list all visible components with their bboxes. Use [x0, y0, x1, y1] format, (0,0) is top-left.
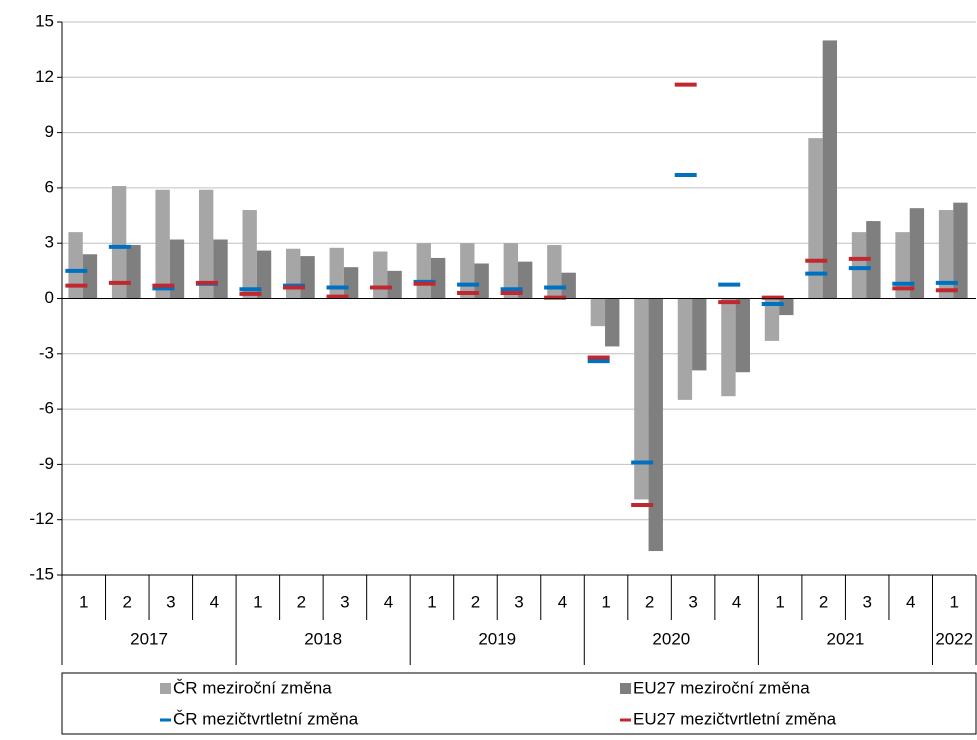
bar	[300, 256, 315, 299]
bar	[460, 243, 475, 299]
legend-swatch	[160, 683, 171, 694]
x-tick-label: 1	[950, 592, 959, 611]
x-tick-label: 3	[862, 592, 871, 611]
bar	[82, 254, 98, 299]
bar	[126, 245, 141, 299]
y-tick-label: 9	[45, 122, 54, 141]
x-tick-label: 1	[79, 592, 88, 611]
y-tick-label: -15	[29, 564, 54, 583]
bar	[198, 189, 214, 299]
bar	[561, 272, 576, 299]
x-tick-label: 1	[427, 592, 436, 611]
bar	[692, 298, 707, 371]
bar	[430, 257, 446, 299]
x-tick-label: 2	[123, 592, 132, 611]
bar	[909, 208, 925, 299]
bar	[256, 250, 272, 299]
year-label: 2018	[304, 629, 342, 648]
bar	[242, 210, 257, 299]
y-tick-label: 3	[45, 233, 54, 252]
x-tick-label: 4	[210, 592, 219, 611]
year-label: 2020	[652, 629, 690, 648]
y-tick-label: -12	[29, 509, 54, 528]
bar	[866, 221, 881, 299]
y-tick-label: -3	[39, 343, 54, 362]
bar	[213, 239, 228, 299]
x-tick-label: 1	[601, 592, 610, 611]
y-tick-label: 15	[35, 11, 54, 30]
bar	[416, 243, 431, 299]
bar	[634, 298, 649, 500]
bar	[68, 232, 83, 299]
x-tick-label: 2	[297, 592, 306, 611]
bar	[373, 251, 388, 299]
bar	[721, 298, 736, 397]
bar	[779, 298, 794, 316]
x-tick-label: 3	[340, 592, 349, 611]
bar	[343, 267, 359, 299]
bar	[111, 186, 127, 299]
bar	[286, 248, 301, 299]
legend-box	[61, 672, 977, 735]
bar	[764, 298, 780, 341]
year-label: 2022	[935, 629, 973, 648]
bar	[648, 298, 663, 552]
bar	[387, 270, 402, 299]
legend-label: EU27 mezičtvrtletní změna	[633, 709, 837, 728]
bar	[953, 202, 968, 299]
year-label: 2019	[478, 629, 516, 648]
x-tick-label: 4	[906, 592, 915, 611]
x-tick-label: 1	[253, 592, 262, 611]
bar	[735, 298, 750, 373]
bar	[851, 232, 867, 299]
y-tick-label: 12	[35, 67, 54, 86]
x-tick-label: 2	[819, 592, 828, 611]
x-tick-label: 3	[166, 592, 175, 611]
year-label: 2017	[130, 629, 168, 648]
bar	[677, 298, 693, 400]
bar	[938, 210, 954, 299]
x-tick-label: 2	[471, 592, 480, 611]
legend-label: EU27 meziroční změna	[633, 678, 810, 697]
bar	[329, 247, 344, 299]
legend-swatch	[620, 683, 631, 694]
bar	[605, 298, 620, 347]
bar	[822, 40, 838, 299]
bar	[547, 245, 562, 299]
y-tick-label: 6	[45, 177, 54, 196]
legend-label: ČR meziroční změna	[173, 678, 332, 697]
x-tick-label: 1	[775, 592, 784, 611]
x-tick-label: 3	[688, 592, 697, 611]
y-tick-label: -9	[39, 454, 54, 473]
x-tick-label: 4	[732, 592, 741, 611]
y-tick-label: 0	[45, 288, 54, 307]
bar	[590, 298, 606, 327]
legend-label: ČR mezičtvrtletní změna	[173, 709, 359, 728]
bar	[155, 189, 170, 299]
bar	[808, 138, 823, 299]
bar	[503, 243, 518, 299]
x-tick-label: 4	[384, 592, 393, 611]
year-label: 2021	[827, 629, 865, 648]
x-tick-label: 4	[558, 592, 567, 611]
x-tick-label: 2	[645, 592, 654, 611]
y-tick-label: -6	[39, 399, 54, 418]
bar	[474, 263, 489, 299]
x-tick-label: 3	[514, 592, 523, 611]
